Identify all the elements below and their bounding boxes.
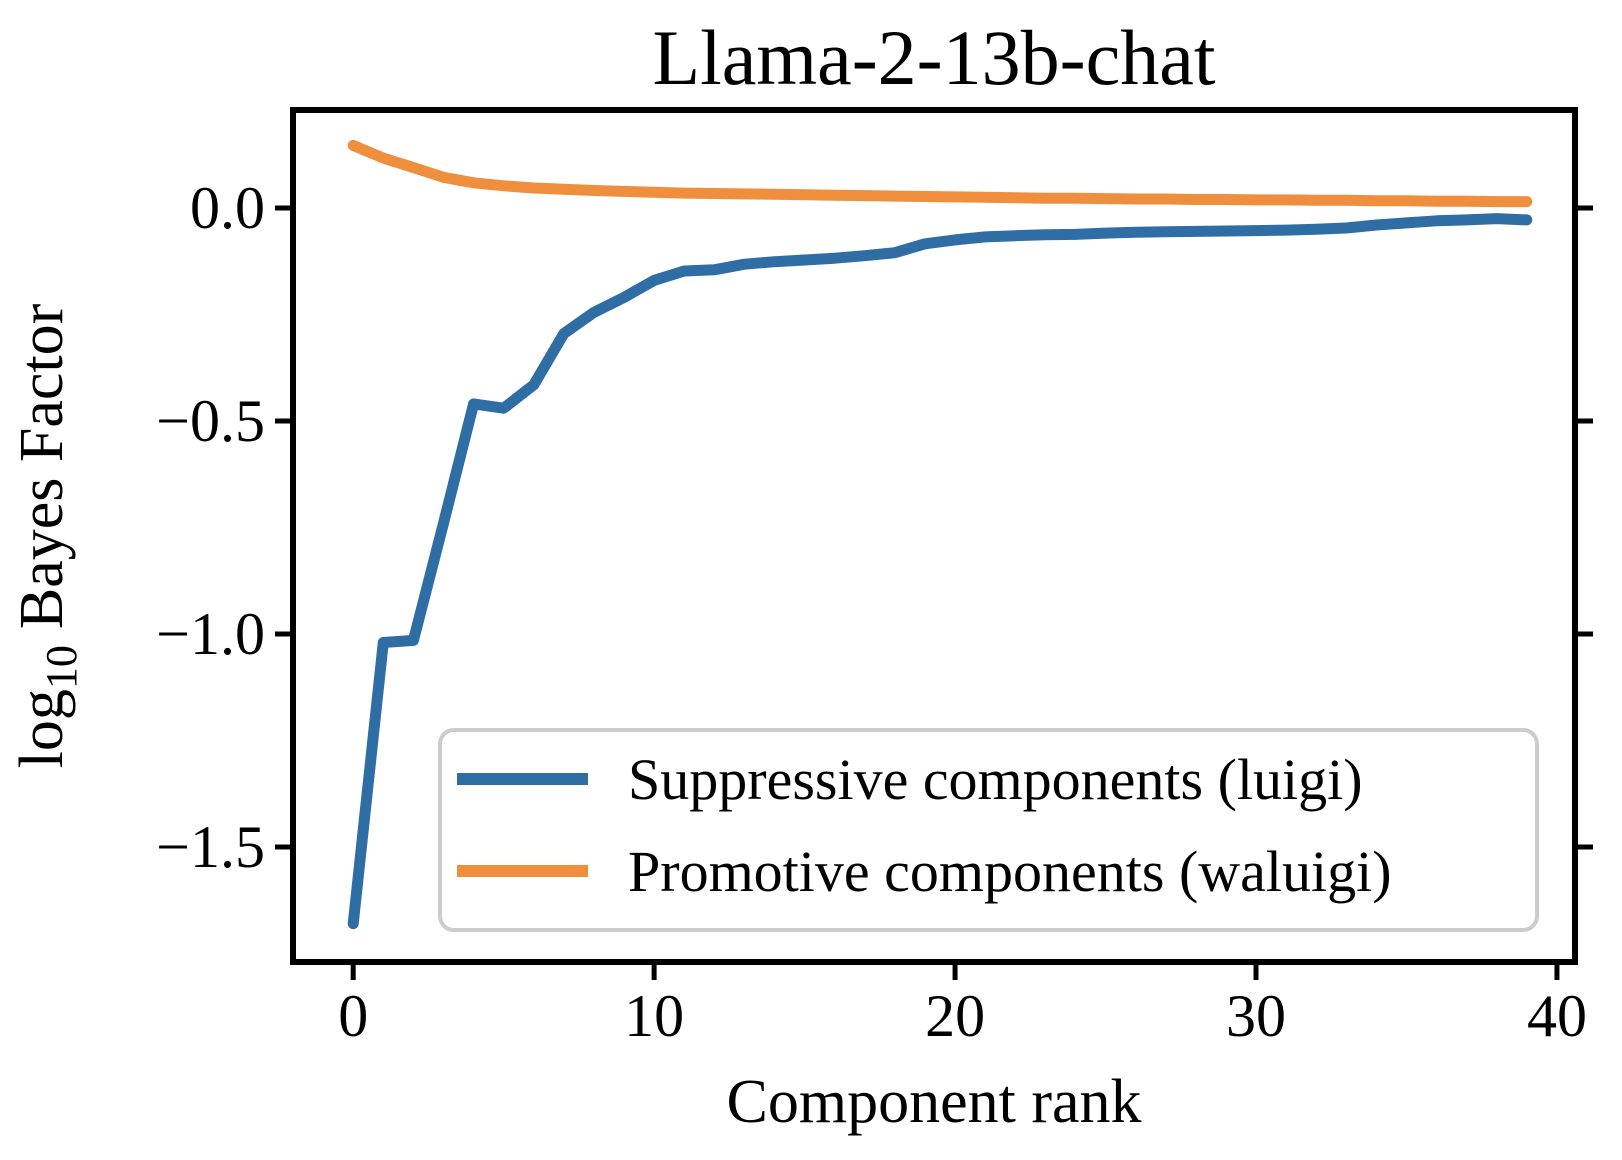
- legend-label-suppressive: Suppressive components (luigi): [628, 747, 1363, 812]
- y-axis-label-prefix: log: [8, 689, 76, 768]
- x-tick-label: 20: [925, 983, 985, 1049]
- plot-border: [290, 107, 1578, 965]
- plot-lines: [347, 139, 1533, 930]
- legend: Suppressive components (luigi) Promotive…: [438, 728, 1539, 932]
- x-tick-label: 0: [338, 983, 368, 1049]
- y-axis-label-suffix: Bayes Factor: [8, 303, 76, 629]
- x-tick-label: 40: [1527, 983, 1587, 1049]
- legend-box: [438, 728, 1539, 932]
- legend-label-promotive: Promotive components (waluigi): [628, 839, 1392, 904]
- x-tick-label: 30: [1226, 983, 1286, 1049]
- chart-title: Llama-2-13b-chat: [652, 14, 1215, 101]
- y-axis-label-subscript: 10: [37, 645, 86, 689]
- series-line-suppressive: [347, 213, 1533, 930]
- y-axis-label: log10 Bayes Factor: [8, 303, 86, 768]
- x-tick-label: 10: [624, 983, 684, 1049]
- y-tick-label: −1.0: [156, 601, 265, 667]
- y-tick-label: −1.5: [156, 814, 265, 880]
- series-line-promotive: [347, 139, 1533, 208]
- y-tick-label: 0.0: [190, 175, 265, 241]
- axis-ticks: 0 10 20 30 40 0.0 −0.5 −1.0 −1.5: [156, 175, 1593, 1049]
- y-tick-label: −0.5: [156, 388, 265, 454]
- x-axis-label: Component rank: [727, 1068, 1142, 1136]
